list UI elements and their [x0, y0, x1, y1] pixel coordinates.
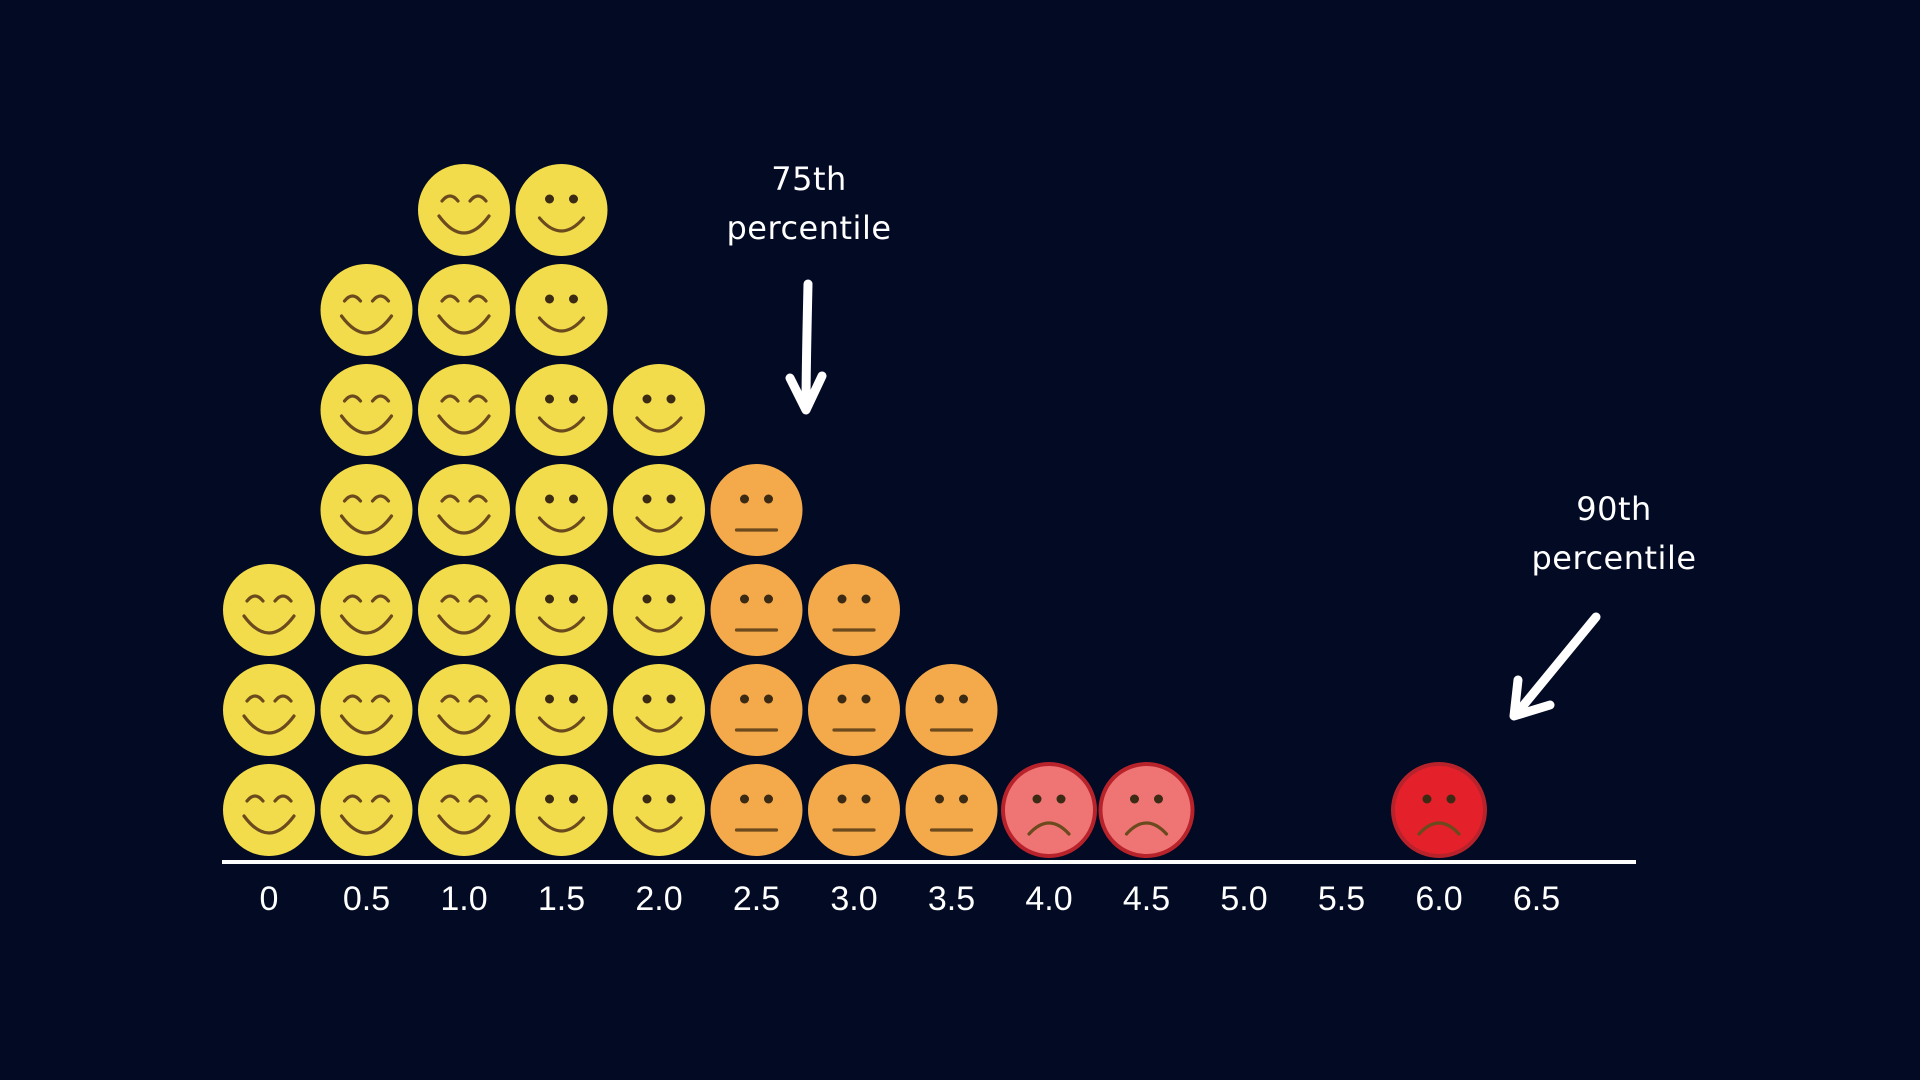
- x-tick-label: 5.0: [1220, 880, 1267, 918]
- x-tick-label: 6.5: [1513, 880, 1560, 918]
- neutral-face-icon: [710, 764, 803, 856]
- annotation-90th-line1: 90th: [1576, 490, 1652, 528]
- happy-face-icon: [223, 564, 315, 656]
- content-face-icon: [515, 664, 608, 756]
- x-tick-label: 4.5: [1123, 880, 1170, 918]
- neutral-face-icon: [905, 764, 998, 856]
- content-face-icon: [515, 164, 608, 256]
- content-face-icon: [515, 464, 608, 556]
- content-face-icon: [613, 664, 705, 756]
- x-tick-label: 0.5: [343, 880, 390, 918]
- arrow-down-icon: [801, 279, 813, 413]
- content-face-icon: [613, 764, 705, 856]
- content-face-icon: [515, 264, 608, 356]
- happy-face-icon: [320, 764, 413, 856]
- content-face-icon: [613, 364, 705, 456]
- x-tick-label: 6.0: [1415, 880, 1462, 918]
- happy-face-icon: [418, 764, 510, 856]
- content-face-icon: [515, 364, 608, 456]
- happy-face-icon: [223, 764, 315, 856]
- face-markers: [223, 164, 1487, 858]
- annotation-90th-percentile: 90th percentile: [1509, 490, 1696, 721]
- content-face-icon: [613, 564, 705, 656]
- x-tick-label: 2.5: [733, 880, 780, 918]
- annotation-75th-line2: percentile: [726, 209, 891, 247]
- annotation-75th-line1: 75th: [771, 160, 847, 198]
- sad-face-icon: [1098, 762, 1195, 858]
- x-tick-label: 3.5: [928, 880, 975, 918]
- happy-face-icon: [418, 564, 510, 656]
- happy-face-icon: [418, 664, 510, 756]
- content-face-icon: [515, 764, 608, 856]
- neutral-face-icon: [808, 764, 900, 856]
- happy-face-icon: [418, 264, 510, 356]
- arrow-down-left-icon: [1513, 612, 1601, 717]
- arrow-down-head-icon: [785, 371, 827, 415]
- happy-face-icon: [418, 364, 510, 456]
- x-tick-label: 0: [260, 880, 279, 918]
- x-tick-label: 4.0: [1025, 880, 1072, 918]
- neutral-face-icon: [710, 464, 803, 556]
- content-face-icon: [613, 464, 705, 556]
- sad-face-icon: [1001, 762, 1097, 858]
- x-tick-label: 2.0: [635, 880, 682, 918]
- happy-face-icon: [418, 164, 510, 256]
- happy-face-icon: [223, 664, 315, 756]
- x-tick-label: 5.5: [1318, 880, 1365, 918]
- x-tick-label: 1.0: [440, 880, 487, 918]
- happy-face-icon: [418, 464, 510, 556]
- annotation-90th-line2: percentile: [1531, 539, 1696, 577]
- very-sad-face-icon: [1391, 762, 1487, 858]
- arrow-down-left-head-icon: [1509, 675, 1555, 721]
- x-tick-label: 3.0: [830, 880, 877, 918]
- x-tick-labels: 0 0.5 1.0 1.5 2.0 2.5 3.0 3.5 4.0 4.5 5.0 5.5 6.0 6.5: [260, 880, 1561, 918]
- content-face-icon: [515, 564, 608, 656]
- happy-face-icon: [320, 464, 413, 556]
- x-tick-label: 1.5: [538, 880, 585, 918]
- happy-face-icon: [320, 264, 413, 356]
- neutral-face-icon: [808, 564, 900, 656]
- happy-face-icon: [320, 664, 413, 756]
- happy-face-icon: [320, 364, 413, 456]
- neutral-face-icon: [710, 564, 803, 656]
- neutral-face-icon: [710, 664, 803, 756]
- neutral-face-icon: [905, 664, 998, 756]
- happy-face-icon: [320, 564, 413, 656]
- annotation-75th-percentile: 75th percentile: [726, 160, 891, 415]
- neutral-face-icon: [808, 664, 900, 756]
